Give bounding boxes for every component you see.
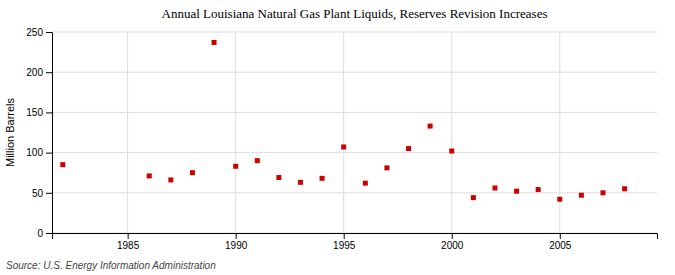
point — [168, 177, 173, 182]
point — [471, 195, 476, 200]
point — [190, 170, 195, 175]
point — [384, 165, 389, 170]
y-axis-title: Million Barrels — [4, 97, 16, 167]
y-tick-mark — [46, 233, 52, 234]
x-tick: 1985 — [117, 233, 140, 251]
chart: 1985 1990 1995 2000 2005 0 50 100 150 200 250 Annua… — [0, 0, 675, 275]
y-tick-label: 200 — [26, 67, 43, 78]
point — [622, 186, 627, 191]
point — [363, 181, 368, 186]
x-axis: 1985 1990 1995 2000 2005 — [53, 233, 658, 251]
plot-area: 1985 1990 1995 2000 2005 0 50 100 150 200 250 — [26, 27, 657, 251]
x-tick: 1990 — [225, 233, 248, 251]
y-tick: 100 — [26, 147, 52, 158]
y-tick-label: 250 — [26, 27, 43, 38]
y-axis-line — [46, 33, 53, 234]
y-grid-line — [52, 72, 657, 73]
y-grid-line — [52, 112, 657, 113]
y-tick: 250 — [26, 27, 52, 38]
x-grid-line — [451, 32, 452, 233]
point — [514, 189, 519, 194]
x-tick-mark — [344, 233, 345, 239]
x-tick: 2000 — [441, 233, 464, 251]
x-tick-mark — [128, 233, 129, 239]
x-tick: 2005 — [549, 233, 572, 251]
x-tick: 1995 — [333, 233, 356, 251]
y-tick-label: 150 — [26, 107, 43, 118]
y-tick-mark — [46, 72, 52, 73]
y-axis: 0 50 100 150 200 250 — [26, 27, 52, 239]
y-tick-mark — [46, 193, 52, 194]
point — [147, 173, 152, 178]
y-tick: 200 — [26, 67, 52, 78]
point — [449, 148, 454, 153]
point — [276, 175, 281, 180]
point — [492, 185, 497, 190]
point — [298, 180, 303, 185]
x-grid-line — [559, 32, 560, 233]
x-grid-line — [127, 32, 128, 233]
y-grid-line — [52, 192, 657, 193]
y-tick-label: 100 — [26, 147, 43, 158]
point — [579, 193, 584, 198]
point — [341, 144, 346, 149]
y-tick: 50 — [32, 188, 52, 199]
points — [60, 40, 627, 202]
grid — [52, 32, 657, 233]
x-grid-line — [235, 32, 236, 233]
x-grid-line — [343, 32, 344, 233]
point — [428, 124, 433, 129]
x-tick-label: 2000 — [441, 240, 464, 251]
y-grid-line — [52, 152, 657, 153]
y-tick: 150 — [26, 107, 52, 118]
x-tick-label: 1995 — [333, 240, 356, 251]
y-tick-label: 50 — [32, 188, 44, 199]
y-tick-mark — [46, 112, 52, 113]
x-tick-mark — [452, 233, 453, 239]
x-tick-label: 2005 — [549, 240, 572, 251]
x-tick-mark — [236, 233, 237, 239]
title: Annual Louisiana Natural Gas Plant Liqui… — [162, 6, 548, 21]
point — [406, 146, 411, 151]
y-tick-mark — [46, 32, 52, 33]
y-grid-line — [52, 32, 657, 33]
point — [255, 158, 260, 163]
x-tick-label: 1985 — [117, 240, 140, 251]
x-axis-line — [53, 234, 658, 240]
point — [600, 190, 605, 195]
y-tick-label: 0 — [37, 228, 43, 239]
y-tick-mark — [46, 153, 52, 154]
point — [536, 187, 541, 192]
y-tick: 0 — [37, 228, 52, 239]
point — [320, 176, 325, 181]
x-tick-label: 1990 — [225, 240, 248, 251]
point — [60, 162, 65, 167]
point — [212, 40, 217, 45]
point — [233, 164, 238, 169]
point — [557, 197, 562, 202]
x-tick-mark — [560, 233, 561, 239]
source-note: Source: U.S. Energy Information Administ… — [6, 260, 216, 271]
